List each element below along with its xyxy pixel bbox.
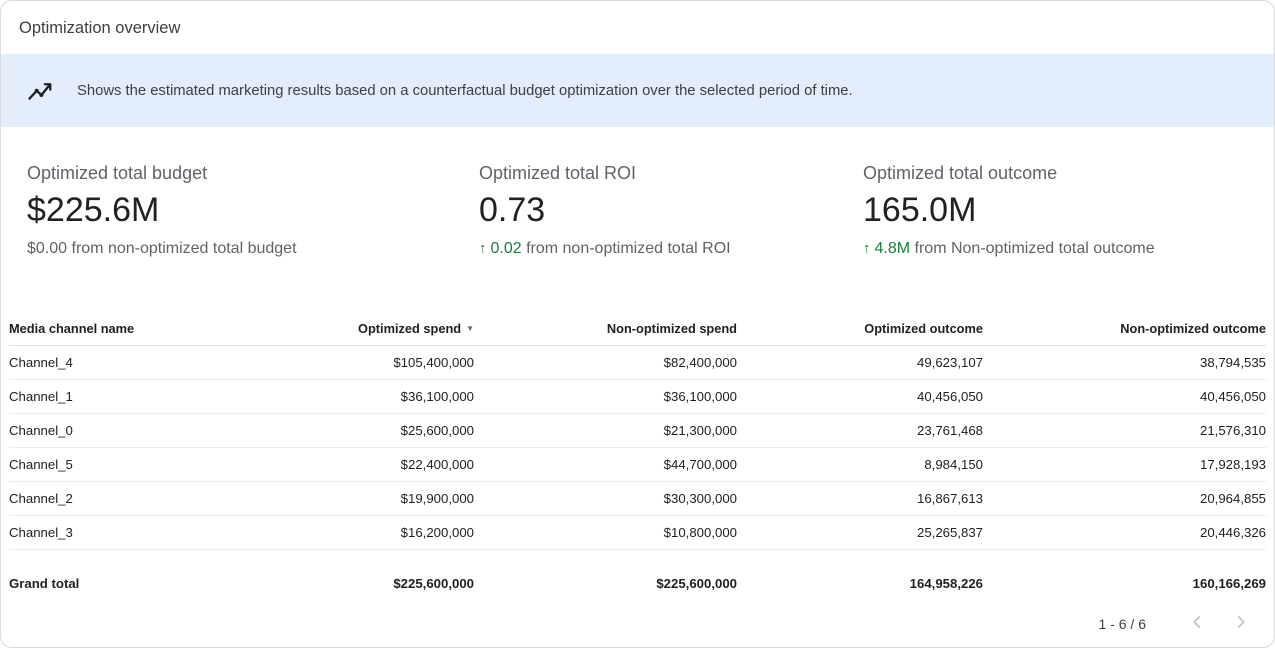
cell-optimized-spend: $19,900,000 — [279, 481, 474, 516]
info-banner: Shows the estimated marketing results ba… — [1, 54, 1274, 127]
cell-optimized-outcome: 25,265,837 — [737, 515, 983, 550]
cell-channel-name: Channel_5 — [9, 447, 279, 482]
kpi-value: $225.6M — [27, 191, 160, 229]
cell-non-optimized-outcome: 40,456,050 — [983, 379, 1266, 414]
cell-optimized-outcome: 23,761,468 — [737, 413, 983, 448]
cell-channel-name: Channel_2 — [9, 481, 279, 516]
column-header-label: Optimized spend — [357, 321, 462, 336]
kpi-value: 165.0M — [863, 191, 977, 229]
cell-non-optimized-outcome: 20,446,326 — [983, 515, 1266, 550]
column-header-media-channel-name[interactable]: Media channel name — [9, 313, 279, 346]
chevron-right-icon — [1230, 611, 1252, 636]
delta-value: 0.02 — [490, 240, 522, 257]
kpi-optimized-total-budget: Optimized total budget $225.6M $0.00 fro… — [27, 163, 479, 259]
cell-non-optimized-spend: $10,800,000 — [474, 515, 737, 550]
grand-total-non-optimized-spend: $225,600,000 — [656, 576, 737, 591]
kpi-row: Optimized total budget $225.6M $0.00 fro… — [1, 127, 1274, 259]
kpi-label: Optimized total budget — [27, 163, 208, 183]
kpi-delta: $0.00 from non-optimized total budget — [27, 239, 479, 259]
cell-optimized-outcome: 40,456,050 — [737, 379, 983, 414]
chevron-left-icon — [1186, 611, 1208, 636]
page-range-label: 1 - 6 / 6 — [1098, 615, 1146, 632]
table-row: Channel_0 $25,600,000 $21,300,000 23,761… — [9, 413, 1266, 448]
delta-suffix: from non-optimized total budget — [67, 240, 297, 257]
table-row: Channel_5 $22,400,000 $44,700,000 8,984,… — [9, 447, 1266, 482]
cell-non-optimized-spend: $82,400,000 — [474, 345, 737, 380]
cell-non-optimized-spend: $30,300,000 — [474, 481, 737, 516]
column-header-label: Media channel name — [9, 321, 135, 336]
sort-desc-icon: ▼ — [466, 324, 474, 333]
cell-non-optimized-spend: $44,700,000 — [474, 447, 737, 482]
cell-channel-name: Channel_0 — [9, 413, 279, 448]
table-row: Channel_1 $36,100,000 $36,100,000 40,456… — [9, 379, 1266, 414]
kpi-value: 0.73 — [479, 191, 546, 229]
column-header-optimized-outcome[interactable]: Optimized outcome — [737, 313, 983, 346]
grand-total-row: Grand total $225,600,000 $225,600,000 16… — [9, 550, 1266, 602]
column-header-optimized-spend[interactable]: Optimized spend ▼ — [279, 313, 474, 346]
table-row: Channel_2 $19,900,000 $30,300,000 16,867… — [9, 481, 1266, 516]
column-header-label: Non-optimized spend — [606, 321, 737, 336]
media-channel-table: Media channel name Optimized spend ▼ Non-… — [9, 313, 1266, 601]
cell-optimized-spend: $36,100,000 — [279, 379, 474, 414]
table-row: Channel_4 $105,400,000 $82,400,000 49,62… — [9, 345, 1266, 380]
insights-icon — [25, 76, 55, 106]
cell-optimized-spend: $25,600,000 — [279, 413, 474, 448]
table-row: Channel_3 $16,200,000 $10,800,000 25,265… — [9, 515, 1266, 550]
table-header-row: Media channel name Optimized spend ▼ Non-… — [9, 313, 1266, 346]
cell-non-optimized-spend: $21,300,000 — [474, 413, 737, 448]
column-header-label: Non-optimized outcome — [1120, 321, 1266, 336]
kpi-label: Optimized total outcome — [863, 163, 1058, 183]
arrow-up-icon: ↑ — [863, 240, 871, 257]
grand-total-optimized-spend: $225,600,000 — [393, 576, 474, 591]
cell-channel-name: Channel_4 — [9, 345, 279, 380]
kpi-optimized-total-roi: Optimized total ROI 0.73 ↑ 0.02 from non-… — [479, 163, 863, 259]
kpi-delta: ↑ 0.02 from non-optimized total ROI — [479, 239, 863, 259]
cell-optimized-outcome: 16,867,613 — [737, 481, 983, 516]
kpi-optimized-total-outcome: Optimized total outcome 165.0M ↑ 4.8M fro… — [863, 163, 1248, 259]
banner-text: Shows the estimated marketing results ba… — [77, 82, 853, 99]
delta-value: 4.8M — [874, 240, 911, 257]
delta-suffix: from Non-optimized total outcome — [910, 240, 1155, 257]
cell-channel-name: Channel_3 — [9, 515, 279, 550]
cell-optimized-outcome: 49,623,107 — [737, 345, 983, 380]
cell-non-optimized-outcome: 38,794,535 — [983, 345, 1266, 380]
column-header-non-optimized-spend[interactable]: Non-optimized spend — [474, 313, 737, 346]
cell-channel-name: Channel_1 — [9, 379, 279, 414]
arrow-up-icon: ↑ — [479, 240, 487, 257]
previous-page-button[interactable] — [1182, 607, 1212, 640]
cell-non-optimized-outcome: 21,576,310 — [983, 413, 1266, 448]
cell-optimized-spend: $16,200,000 — [279, 515, 474, 550]
grand-total-optimized-outcome: 164,958,226 — [909, 576, 983, 591]
page-title: Optimization overview — [19, 19, 181, 37]
cell-non-optimized-spend: $36,100,000 — [474, 379, 737, 414]
next-page-button[interactable] — [1226, 607, 1256, 640]
delta-suffix: from non-optimized total ROI — [521, 240, 731, 257]
delta-value: $0.00 — [27, 240, 68, 257]
kpi-delta: ↑ 4.8M from Non-optimized total outcome — [863, 239, 1248, 259]
column-header-label: Optimized outcome — [864, 321, 983, 336]
cell-optimized-outcome: 8,984,150 — [737, 447, 983, 482]
cell-optimized-spend: $105,400,000 — [279, 345, 474, 380]
grand-total-non-optimized-outcome: 160,166,269 — [1192, 576, 1266, 591]
pagination: 1 - 6 / 6 — [1, 601, 1274, 640]
cell-optimized-spend: $22,400,000 — [279, 447, 474, 482]
cell-non-optimized-outcome: 20,964,855 — [983, 481, 1266, 516]
cell-non-optimized-outcome: 17,928,193 — [983, 447, 1266, 482]
grand-total-label: Grand total — [9, 576, 80, 591]
column-header-non-optimized-outcome[interactable]: Non-optimized outcome — [983, 313, 1266, 346]
kpi-label: Optimized total ROI — [479, 163, 637, 183]
